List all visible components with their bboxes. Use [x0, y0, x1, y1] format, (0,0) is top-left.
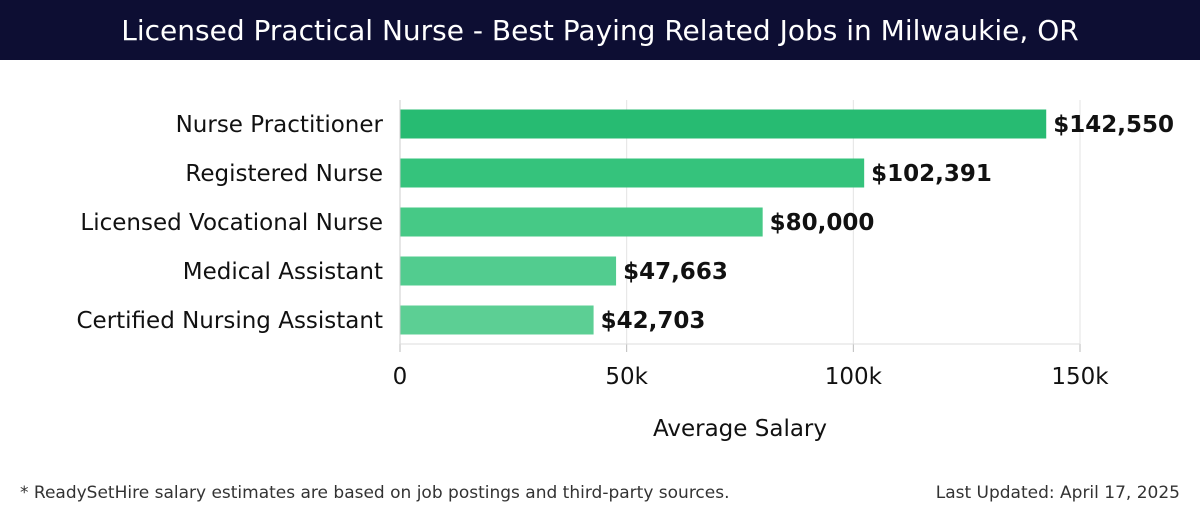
x-tick-label: 50k [605, 364, 648, 390]
bar [400, 305, 594, 335]
chart-title: Licensed Practical Nurse - Best Paying R… [0, 0, 1200, 60]
category-label: Licensed Vocational Nurse [80, 210, 383, 236]
last-updated: Last Updated: April 17, 2025 [935, 483, 1180, 503]
category-label: Nurse Practitioner [176, 112, 384, 138]
bar [400, 158, 865, 188]
x-tick-label: 0 [393, 364, 408, 390]
bars: Nurse Practitioner $142,550 Registered Nur… [76, 109, 1174, 335]
x-axis-label: Average Salary [653, 416, 827, 442]
category-label: Medical Assistant [183, 259, 383, 285]
value-label: $42,703 [601, 308, 706, 334]
footer-note: * ReadySetHire salary estimates are base… [20, 483, 730, 503]
value-label: $47,663 [623, 259, 728, 285]
value-label: $142,550 [1053, 112, 1174, 138]
bar-chart: Nurse Practitioner $142,550 Registered Nur… [76, 100, 1174, 442]
bar [400, 256, 617, 286]
category-label: Certified Nursing Assistant [76, 308, 383, 334]
category-label: Registered Nurse [185, 161, 383, 187]
x-tick-label: 150k [1051, 364, 1109, 390]
x-axis: 0 50k 100k 150k [393, 100, 1109, 390]
x-tick-label: 100k [825, 364, 883, 390]
bar [400, 207, 763, 237]
bar [400, 109, 1047, 139]
value-label: $102,391 [871, 161, 992, 187]
value-label: $80,000 [770, 210, 875, 236]
